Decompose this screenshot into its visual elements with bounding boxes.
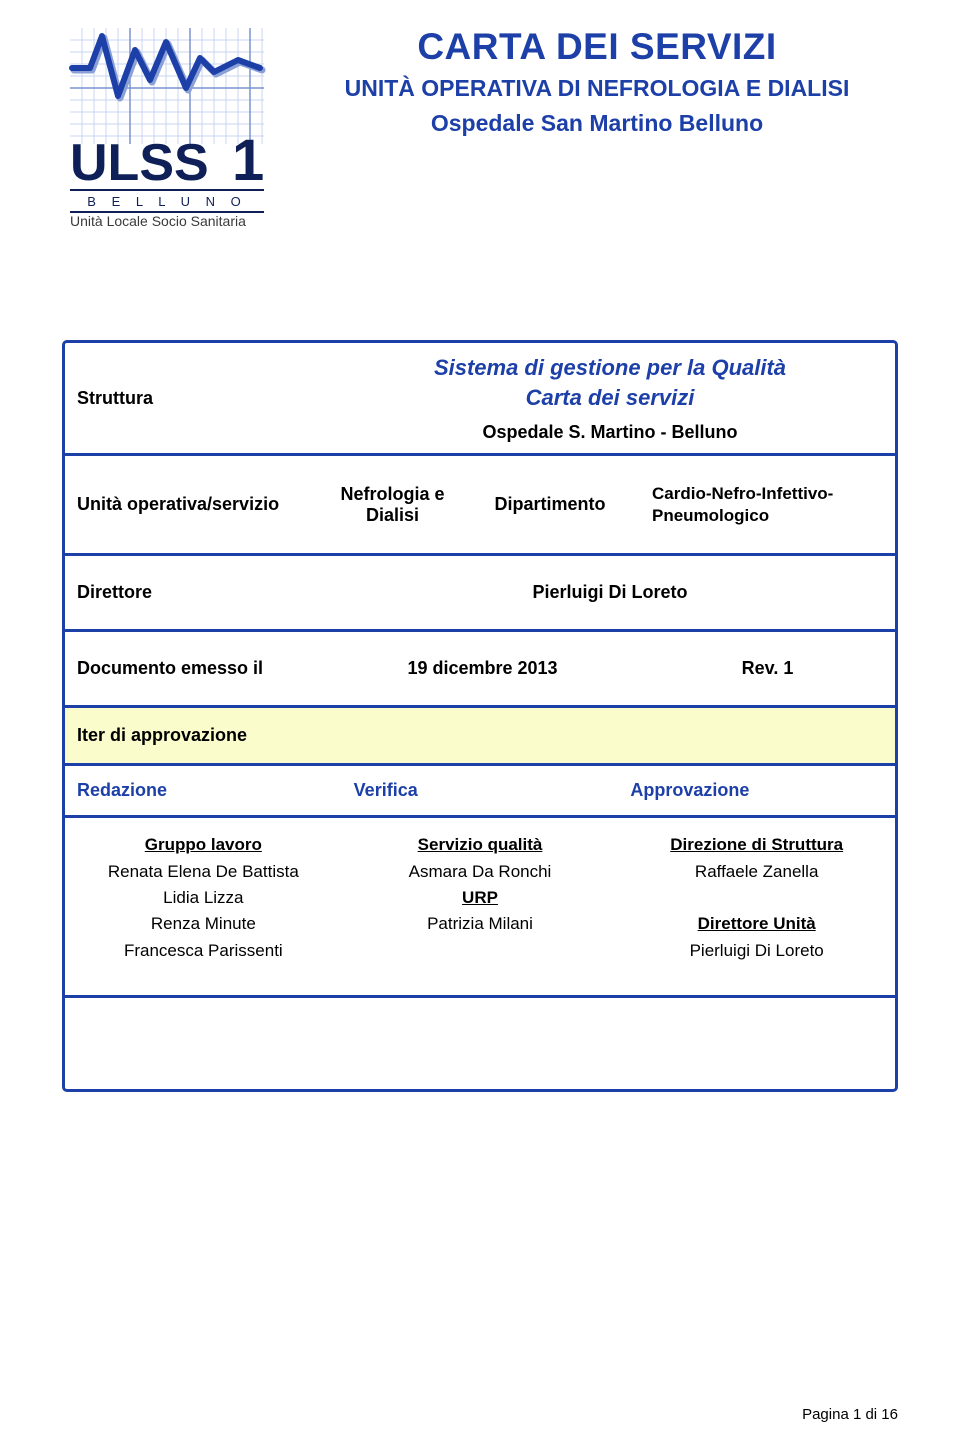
- approvazione-people: Direzione di Struttura Raffaele Zanella …: [618, 818, 895, 995]
- approvazione-person1: Raffaele Zanella: [628, 859, 885, 885]
- title-column: CARTA DEI SERVIZI UNITÀ OPERATIVA DI NEF…: [296, 20, 898, 137]
- system-line2: Carta dei servizi: [526, 383, 695, 413]
- row-iter: Iter di approvazione: [65, 705, 895, 763]
- dipartimento-value: Cardio-Nefro-Infettivo-Pneumologico: [640, 456, 895, 553]
- verifica-header: Verifica: [342, 766, 619, 815]
- redazione-person-3: Francesca Parissenti: [75, 938, 332, 964]
- header: ULSS 1 B E L L U N O Unità Locale Socio …: [62, 20, 898, 230]
- documento-rev: Rev. 1: [640, 632, 895, 705]
- info-table: Struttura Sistema di gestione per la Qua…: [62, 340, 898, 1092]
- redazione-people: Gruppo lavoro Renata Elena De Battista L…: [65, 818, 342, 995]
- redazione-person-2: Renza Minute: [75, 911, 332, 937]
- hospital-name: Ospedale San Martino Belluno: [296, 110, 898, 137]
- redazione-person-0: Renata Elena De Battista: [75, 859, 332, 885]
- unita-value: Nefrologia e Dialisi: [325, 456, 460, 553]
- verifica-person2: Patrizia Milani: [352, 911, 609, 937]
- redazione-header: Redazione: [65, 766, 342, 815]
- page-number: Pagina 1 di 16: [802, 1406, 898, 1423]
- logo-letters: ULSS: [70, 134, 209, 192]
- verifica-heading1: Servizio qualità: [418, 835, 543, 854]
- row-unita: Unità operativa/servizio Nefrologia e Di…: [65, 453, 895, 553]
- row-documento: Documento emesso il 19 dicembre 2013 Rev…: [65, 629, 895, 705]
- logo-dept: Unità Locale Socio Sanitaria: [70, 213, 246, 229]
- documento-label: Documento emesso il: [65, 632, 325, 705]
- struttura-label: Struttura: [65, 343, 325, 453]
- approvazione-person2: Pierluigi Di Loreto: [628, 938, 885, 964]
- row-struttura: Struttura Sistema di gestione per la Qua…: [65, 343, 895, 453]
- unita-label: Unità operativa/servizio: [65, 456, 325, 553]
- redazione-heading: Gruppo lavoro: [145, 835, 262, 854]
- logo: ULSS 1 B E L L U N O Unità Locale Socio …: [62, 20, 272, 230]
- redazione-person-1: Lidia Lizza: [75, 885, 332, 911]
- spacer-3: [618, 998, 895, 1089]
- logo-city: B E L L U N O: [87, 194, 246, 209]
- row-rva-headers: Redazione Verifica Approvazione: [65, 763, 895, 815]
- ulss-logo-svg: ULSS 1 B E L L U N O Unità Locale Socio …: [62, 20, 272, 230]
- verifica-heading2: URP: [352, 885, 609, 911]
- subtitle: UNITÀ OPERATIVA DI NEFROLOGIA E DIALISI: [296, 74, 898, 104]
- approvazione-header: Approvazione: [618, 766, 895, 815]
- struttura-value: Ospedale S. Martino - Belluno: [482, 422, 737, 443]
- direttore-label: Direttore: [65, 556, 325, 629]
- documento-date: 19 dicembre 2013: [325, 632, 640, 705]
- main-title: CARTA DEI SERVIZI: [296, 26, 898, 68]
- row-people: Gruppo lavoro Renata Elena De Battista L…: [65, 815, 895, 995]
- spacer-1: [65, 998, 342, 1089]
- row-bottom-spacer: [65, 995, 895, 1089]
- verifica-people: Servizio qualità Asmara Da Ronchi URP Pa…: [342, 818, 619, 995]
- system-line1: Sistema di gestione per la Qualità: [434, 353, 786, 383]
- approvazione-heading2: Direttore Unità: [628, 911, 885, 937]
- direttore-value: Pierluigi Di Loreto: [325, 556, 895, 629]
- system-box: Sistema di gestione per la Qualità Carta…: [325, 343, 895, 453]
- approvazione-heading1: Direzione di Struttura: [670, 835, 843, 854]
- logo-number: 1: [232, 128, 264, 193]
- dipartimento-label: Dipartimento: [460, 456, 640, 553]
- iter-label: Iter di approvazione: [65, 708, 895, 763]
- verifica-person1: Asmara Da Ronchi: [352, 859, 609, 885]
- spacer-2: [342, 998, 619, 1089]
- row-direttore: Direttore Pierluigi Di Loreto: [65, 553, 895, 629]
